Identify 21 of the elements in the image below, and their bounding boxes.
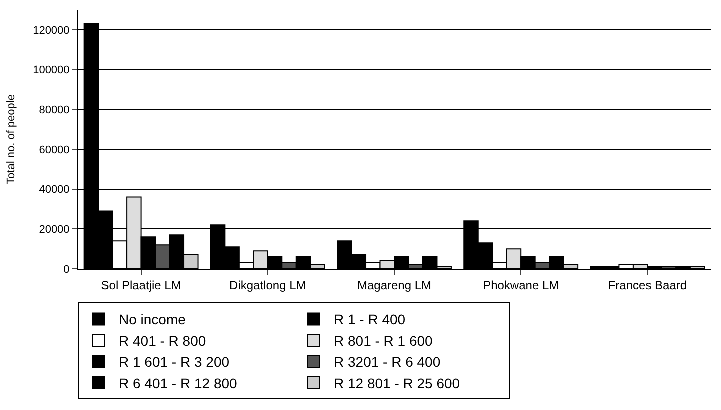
- y-tick-label: 120000: [33, 24, 70, 37]
- y-tick-label: 100000: [33, 64, 70, 77]
- x-tick-label: Phokwane LM: [483, 278, 560, 292]
- x-tick-label: Sol Plaatjie LM: [101, 278, 182, 292]
- y-tick-label: 60000: [39, 144, 70, 156]
- legend-label: R 401 - R 800: [119, 332, 206, 349]
- y-tick-label: 20000: [39, 224, 70, 236]
- legend-label: No income: [119, 312, 186, 328]
- legend-label: R 12 801 - R 25 600: [334, 375, 460, 392]
- legend-label: R 1 - R 400: [334, 312, 406, 328]
- legend-label: R 3201 - R 6 400: [334, 354, 441, 370]
- x-tick-label: Frances Baard: [608, 278, 688, 292]
- legend-label: R 6 401 - R 12 800: [119, 375, 238, 392]
- y-axis-title: Total no. of people: [6, 94, 18, 184]
- legend-label: R 801 - R 1 600: [334, 332, 434, 349]
- y-tick-label: 80000: [39, 104, 70, 116]
- y-tick-label: 40000: [39, 184, 70, 196]
- y-tick-label: 0: [64, 264, 70, 276]
- x-tick-label: Dikgatlong LM: [230, 278, 306, 292]
- x-tick-label: Magareng LM: [357, 278, 432, 292]
- legend-label: R 1 601 - R 3 200: [119, 354, 230, 370]
